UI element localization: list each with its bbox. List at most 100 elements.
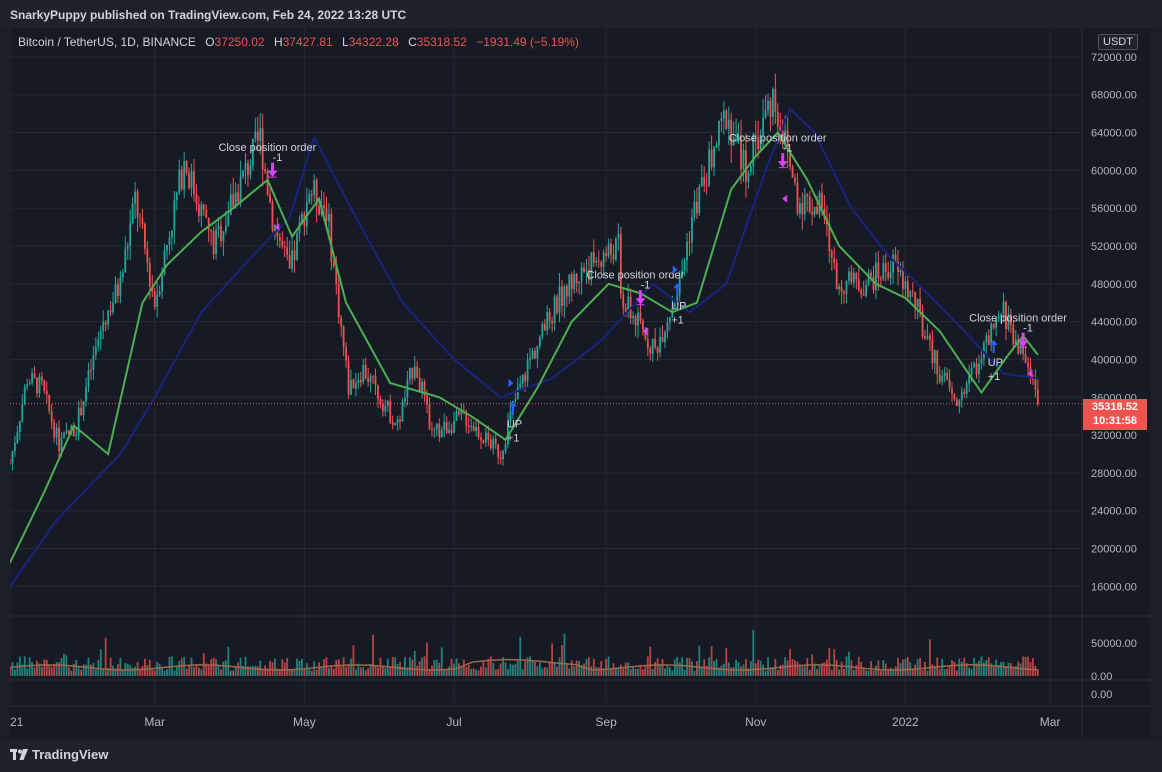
candle-body: [75, 434, 78, 437]
candle-body: [605, 252, 608, 257]
candle-body: [215, 229, 217, 254]
volume-bar: [519, 636, 522, 676]
chart-area[interactable]: -1 Close position order UP +1 -1 Close positi…: [10, 28, 1150, 738]
candle-body: [67, 430, 70, 434]
candle-body: [337, 284, 340, 318]
volume-bar: [470, 668, 473, 676]
candle-body: [656, 347, 659, 353]
volume-bar: [524, 661, 527, 676]
fast-ma-line: [10, 130, 1039, 564]
volume-bar: [28, 657, 31, 676]
volume-bar: [16, 662, 19, 676]
tradingview-logo[interactable]: TradingView: [10, 747, 108, 762]
time-axis-tick: Jul: [446, 715, 461, 729]
candle-body: [455, 411, 458, 421]
volume-bar: [872, 670, 875, 676]
volume-bar: [889, 667, 892, 676]
entry-marker-icon: [989, 340, 998, 353]
volume-bar: [274, 658, 276, 676]
volume-bar: [855, 664, 858, 676]
candle-body: [973, 363, 975, 368]
volume-bar: [570, 660, 573, 676]
volume-bar: [737, 662, 740, 676]
volume-bar: [94, 669, 97, 676]
candle-body: [92, 354, 95, 370]
candle-body: [600, 261, 603, 267]
symbol-name[interactable]: Bitcoin / TetherUS, 1D, BINANCE: [18, 35, 196, 49]
volume-bar: [955, 670, 958, 676]
candle-body: [747, 171, 750, 182]
volume-bar: [134, 666, 137, 676]
volume-bar: [529, 656, 531, 676]
candle-body: [811, 211, 814, 215]
brand-name: TradingView: [32, 747, 109, 762]
candle-body: [951, 388, 953, 394]
price-axis-tick: 44000.00: [1091, 317, 1137, 329]
candle-body: [718, 120, 720, 145]
volume-bar: [357, 663, 360, 676]
volume-bar: [337, 659, 340, 676]
signal-label: UP: [671, 300, 686, 312]
signal-label: Close position order: [586, 270, 684, 282]
volume-bar: [602, 668, 605, 676]
candle-body: [126, 245, 129, 249]
volume-bar: [597, 667, 600, 676]
candle-body: [264, 169, 267, 172]
candle-body: [389, 400, 392, 423]
candle-body: [610, 243, 612, 255]
volume-bar: [757, 659, 760, 676]
candle-body: [401, 401, 404, 422]
candle-body: [514, 399, 517, 401]
candle-body: [274, 225, 276, 232]
candle-body: [909, 291, 912, 297]
volume-bar: [433, 660, 436, 676]
time-axis-tick: Mar: [144, 715, 165, 729]
volume-bar: [296, 658, 298, 676]
volume-bar: [423, 656, 426, 676]
candle-body: [857, 279, 860, 291]
volume-bar: [516, 659, 519, 676]
volume-bar: [838, 669, 841, 676]
candle-body: [104, 322, 107, 325]
volume-bar: [119, 657, 122, 676]
volume-bar: [104, 637, 107, 676]
candle-body: [99, 331, 102, 340]
currency-badge[interactable]: USDT: [1098, 34, 1138, 50]
candle-body: [328, 213, 330, 221]
exit-marker-icon: [1018, 332, 1029, 348]
volume-bar: [779, 665, 782, 676]
candle-body: [990, 323, 993, 345]
candle-body: [980, 358, 983, 364]
candle-body: [946, 373, 948, 380]
candle-body: [200, 204, 203, 217]
candle-body: [381, 403, 384, 412]
candle-body: [524, 374, 527, 382]
candle-body: [146, 248, 149, 263]
volume-bar: [431, 665, 433, 676]
candle-body: [477, 427, 480, 438]
volume-bar: [156, 661, 159, 676]
candle-body: [384, 405, 387, 412]
candle-body: [764, 110, 767, 118]
exit-marker-icon: [635, 290, 646, 306]
volume-bar: [877, 660, 880, 676]
volume-bar: [259, 660, 262, 676]
exit-arrow-icon: [782, 194, 788, 203]
candle-body: [438, 423, 441, 438]
candle-body: [193, 171, 195, 194]
volume-bar: [892, 669, 895, 676]
volume-bar: [144, 658, 146, 676]
candle-body: [82, 401, 85, 416]
candle-body: [759, 135, 762, 150]
volume-bar: [256, 666, 259, 676]
candle-body: [480, 437, 482, 441]
volume-bar: [465, 666, 468, 676]
volume-bar: [659, 664, 661, 676]
candle-body: [234, 192, 237, 207]
candle-body: [754, 134, 757, 138]
candle-body: [87, 369, 90, 387]
volume-bar: [163, 670, 166, 676]
candle-body: [65, 430, 68, 434]
candle-body: [808, 196, 811, 212]
